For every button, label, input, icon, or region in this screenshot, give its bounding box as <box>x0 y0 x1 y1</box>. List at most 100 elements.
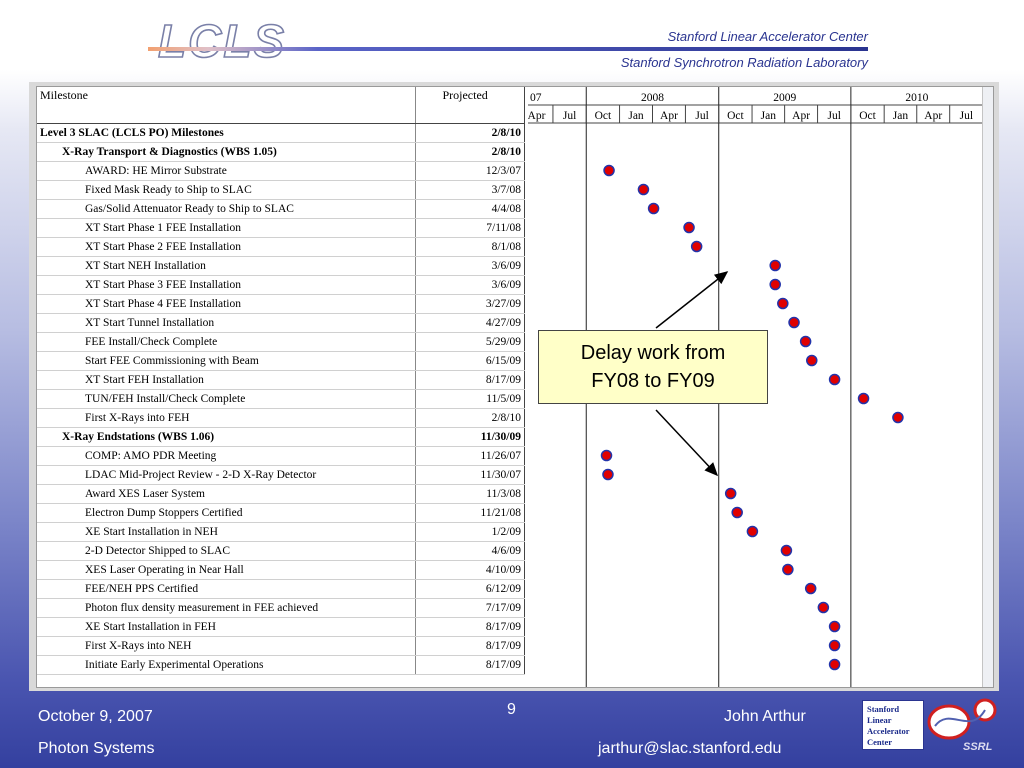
quarter-tick-label: Apr <box>924 110 942 122</box>
milestone-name: Gas/Solid Attenuator Ready to Ship to SL… <box>37 199 417 219</box>
milestone-name: TUN/FEH Install/Check Complete <box>37 389 417 409</box>
lcls-logo: LCLS <box>157 14 286 68</box>
gantt-svg: 07 2008 2009 2010 Apr Jul Oct Jan Apr Jul Oct Jan Ap… <box>528 87 983 687</box>
milestone-name: Award XES Laser System <box>37 484 417 504</box>
projected-date: 8/17/09 <box>415 636 525 656</box>
org-line-slac: Stanford Linear Accelerator Center <box>667 29 868 44</box>
milestone-name: XT Start FEH Installation <box>37 370 417 390</box>
projected-date: 2/8/10 <box>415 123 525 143</box>
table-header-row: Milestone Projected <box>37 87 525 124</box>
milestone-marker <box>690 240 703 253</box>
projected-column-header: Projected <box>415 87 525 124</box>
badge-line: Stanford <box>867 704 900 714</box>
quarter-tick-label: Jul <box>695 110 708 122</box>
milestone-marker <box>602 468 614 481</box>
table-row: XE Start Installation in FEH 8/17/09 <box>37 617 525 637</box>
lcls-logo-text: LCLS <box>158 15 286 67</box>
projected-date: 11/5/09 <box>415 389 525 409</box>
projected-date: 6/15/09 <box>415 351 525 371</box>
milestone-marker <box>828 620 841 633</box>
quarter-tick-label: Jul <box>960 110 973 122</box>
projected-date: 11/3/08 <box>415 484 525 504</box>
footer-group: Photon Systems <box>38 740 155 757</box>
projected-date: 8/17/09 <box>415 370 525 390</box>
projected-date: 6/12/09 <box>415 579 525 599</box>
milestone-marker <box>746 525 759 538</box>
milestone-marker <box>769 278 781 291</box>
projected-date: 4/6/09 <box>415 541 525 561</box>
gantt-chart: 07 2008 2009 2010 Apr Jul Oct Jan Apr Jul Oct Jan Ap… <box>528 87 983 687</box>
milestone-name: X-Ray Transport & Diagnostics (WBS 1.05) <box>37 142 417 162</box>
projected-date: 5/29/09 <box>415 332 525 352</box>
quarter-tick-label: Oct <box>727 110 744 122</box>
badge-line: Linear <box>867 715 892 725</box>
quarter-tick-label: Jan <box>893 110 909 122</box>
year-tick-label: 2010 <box>905 92 928 104</box>
ssrl-logo: SSRL <box>927 698 997 753</box>
ssrl-logo-text: SSRL <box>963 741 993 753</box>
projected-date: 7/17/09 <box>415 598 525 618</box>
table-row: XT Start NEH Installation 3/6/09 <box>37 256 525 276</box>
milestone-name: Start FEE Commissioning with Beam <box>37 351 417 371</box>
table-row: X-Ray Transport & Diagnostics (WBS 1.05)… <box>37 142 525 162</box>
year-tick-label: 07 <box>530 92 542 104</box>
milestone-name: LDAC Mid-Project Review - 2-D X-Ray Dete… <box>37 465 417 485</box>
milestone-marker <box>600 449 613 462</box>
footer-email: jarthur@slac.stanford.edu <box>598 740 782 757</box>
milestone-marker <box>637 183 650 196</box>
table-row: XE Start Installation in NEH 1/2/09 <box>37 522 525 542</box>
badge-line: Center <box>867 737 893 747</box>
year-tick-label: 2008 <box>641 92 664 104</box>
projected-date: 4/10/09 <box>415 560 525 580</box>
milestone-name: First X-Rays into FEH <box>37 408 417 428</box>
footer-date: October 9, 2007 <box>38 708 153 725</box>
org-line-ssrl: Stanford Synchrotron Radiation Laborator… <box>620 55 868 70</box>
table-row: XT Start Phase 4 FEE Installation 3/27/09 <box>37 294 525 314</box>
milestone-marker <box>828 658 841 671</box>
table-row: Electron Dump Stoppers Certified 11/21/08 <box>37 503 525 523</box>
milestone-marker <box>777 297 789 310</box>
projected-date: 1/2/09 <box>415 522 525 542</box>
milestone-marker <box>788 316 800 329</box>
milestone-name: XE Start Installation in FEH <box>37 617 417 637</box>
milestone-marker <box>804 582 817 595</box>
milestone-marker <box>828 373 841 386</box>
milestone-name: XT Start Phase 3 FEE Installation <box>37 275 417 295</box>
table-row: AWARD: HE Mirror Substrate 12/3/07 <box>37 161 525 181</box>
projected-date: 3/6/09 <box>415 256 525 276</box>
milestone-name: Initiate Early Experimental Operations <box>37 655 417 675</box>
milestone-name: Electron Dump Stoppers Certified <box>37 503 417 523</box>
milestone-name: Level 3 SLAC (LCLS PO) Milestones <box>37 123 417 143</box>
milestone-name: FEE/NEH PPS Certified <box>37 579 417 599</box>
milestone-marker <box>892 411 904 424</box>
projected-date: 2/8/10 <box>415 408 525 428</box>
milestone-name: X-Ray Endstations (WBS 1.06) <box>37 427 417 447</box>
table-row: XT Start Tunnel Installation 4/27/09 <box>37 313 525 333</box>
projected-date: 3/7/08 <box>415 180 525 200</box>
footer-page-number: 9 <box>507 701 516 718</box>
milestone-name: XT Start Phase 1 FEE Installation <box>37 218 417 238</box>
milestone-name: Photon flux density measurement in FEE a… <box>37 598 417 618</box>
quarter-tick-label: Oct <box>595 110 612 122</box>
table-row: Level 3 SLAC (LCLS PO) Milestones 2/8/10 <box>37 123 525 143</box>
table-row: Start FEE Commissioning with Beam 6/15/09 <box>37 351 525 371</box>
table-row: LDAC Mid-Project Review - 2-D X-Ray Dete… <box>37 465 525 485</box>
quarter-tick-label: Jul <box>563 110 576 122</box>
table-row: FEE/NEH PPS Certified 6/12/09 <box>37 579 525 599</box>
callout-line-2: FY08 to FY09 <box>591 370 715 392</box>
milestone-name: XE Start Installation in NEH <box>37 522 417 542</box>
quarter-tick-label: Apr <box>792 110 810 122</box>
milestone-name: 2-D Detector Shipped to SLAC <box>37 541 417 561</box>
milestone-name: XT Start NEH Installation <box>37 256 417 276</box>
projected-date: 11/30/09 <box>415 427 525 447</box>
year-tick-label: 2009 <box>773 92 796 104</box>
callout-line-1: Delay work from <box>580 342 726 364</box>
table-row: Gas/Solid Attenuator Ready to Ship to SL… <box>37 199 525 219</box>
quarter-tick-label: Jan <box>761 110 777 122</box>
projected-date: 11/21/08 <box>415 503 525 523</box>
milestone-name: Fixed Mask Ready to Ship to SLAC <box>37 180 417 200</box>
projected-date: 4/27/09 <box>415 313 525 333</box>
projected-date: 3/27/09 <box>415 294 525 314</box>
table-row: Initiate Early Experimental Operations 8/… <box>37 655 525 675</box>
vertical-scrollbar[interactable] <box>982 87 993 687</box>
